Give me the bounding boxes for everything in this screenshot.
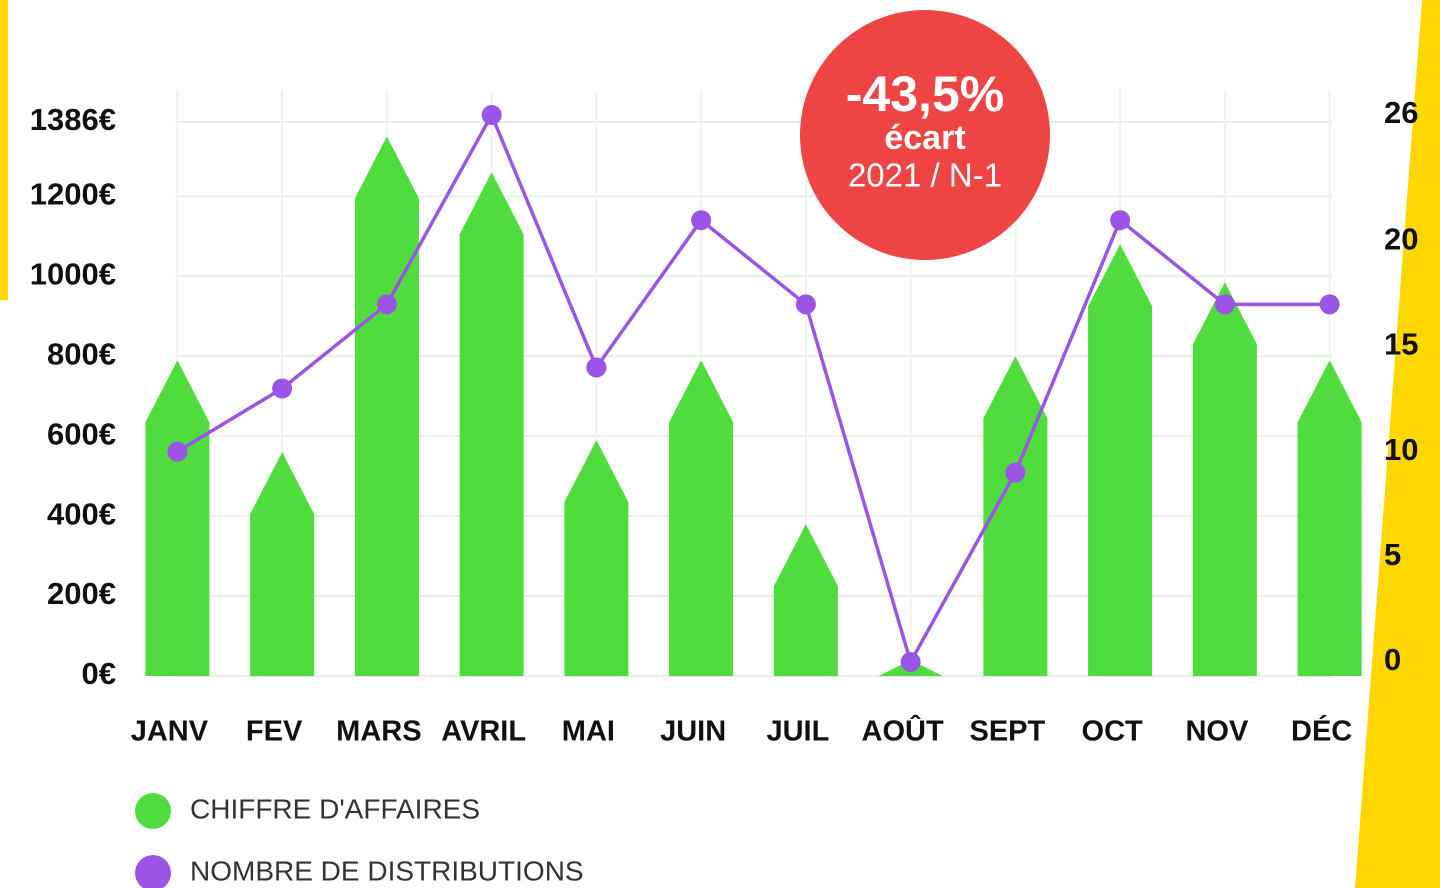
badge-label: écart bbox=[884, 119, 965, 157]
y-tick-label: 800€ bbox=[47, 336, 116, 371]
bar bbox=[564, 440, 629, 676]
bar bbox=[354, 136, 419, 676]
x-tick-label: AOÛT bbox=[862, 714, 944, 748]
x-tick-label: FEV bbox=[246, 716, 303, 748]
line-point bbox=[1005, 462, 1026, 483]
line-point bbox=[900, 652, 921, 672]
legend-label: CHIFFRE D'AFFAIRES bbox=[190, 793, 480, 824]
bar bbox=[1297, 360, 1362, 676]
badge-sub: 2021 / N-1 bbox=[848, 157, 1002, 194]
x-tick-label: JANV bbox=[131, 716, 209, 748]
y-tick-label: 600€ bbox=[47, 416, 116, 451]
x-tick-label: DÉC bbox=[1291, 714, 1352, 748]
badge-value: -43,5% bbox=[846, 66, 1004, 122]
bar bbox=[1192, 282, 1257, 676]
decor-strip bbox=[0, 0, 8, 300]
y2-tick-label: 20 bbox=[1384, 221, 1418, 256]
y2-tick-label: 5 bbox=[1384, 537, 1401, 572]
legend-swatch bbox=[135, 855, 171, 888]
y2-tick-label: 0 bbox=[1384, 642, 1401, 677]
plot bbox=[145, 105, 1362, 676]
y2-tick-label: 10 bbox=[1384, 432, 1418, 467]
bar bbox=[459, 172, 524, 676]
line-point bbox=[1319, 294, 1340, 315]
bar bbox=[145, 360, 210, 676]
y-tick-label: 1200€ bbox=[30, 177, 116, 212]
y-tick-label: 1000€ bbox=[30, 256, 116, 291]
y2-tick-label: 26 bbox=[1384, 95, 1418, 130]
bar bbox=[1088, 244, 1153, 676]
line-point bbox=[1110, 210, 1131, 231]
line-point bbox=[376, 294, 397, 315]
x-tick-label: NOV bbox=[1185, 716, 1249, 748]
line-point bbox=[481, 105, 502, 125]
x-tick-label: JUIL bbox=[766, 716, 829, 748]
y-tick-label: 400€ bbox=[47, 496, 116, 531]
y-tick-label: 0€ bbox=[82, 656, 116, 691]
bar bbox=[773, 524, 838, 676]
bar bbox=[250, 452, 315, 676]
line-point bbox=[586, 357, 607, 378]
x-tick-label: AVRIL bbox=[441, 716, 526, 748]
x-tick-label: OCT bbox=[1082, 716, 1144, 748]
bar bbox=[669, 360, 734, 676]
legend-label: NOMBRE DE DISTRIBUTIONS bbox=[190, 855, 584, 886]
line-point bbox=[167, 441, 188, 462]
x-tick-label: MAI bbox=[562, 716, 615, 748]
line-point bbox=[1214, 294, 1235, 315]
line-point bbox=[691, 210, 712, 231]
y-tick-label: 1386€ bbox=[30, 102, 116, 137]
x-tick-label: SEPT bbox=[970, 716, 1046, 748]
x-tick-label: JUIN bbox=[660, 716, 726, 748]
legend-swatch bbox=[135, 793, 171, 829]
line bbox=[176, 110, 1330, 667]
decor-strip bbox=[1355, 0, 1440, 888]
line-point bbox=[795, 294, 816, 315]
badge bbox=[800, 10, 1050, 260]
grid bbox=[175, 90, 1332, 677]
y2-tick-label: 15 bbox=[1384, 327, 1418, 362]
y-tick-label: 200€ bbox=[47, 576, 116, 611]
x-tick-label: MARS bbox=[336, 716, 421, 748]
line-point bbox=[272, 378, 293, 399]
